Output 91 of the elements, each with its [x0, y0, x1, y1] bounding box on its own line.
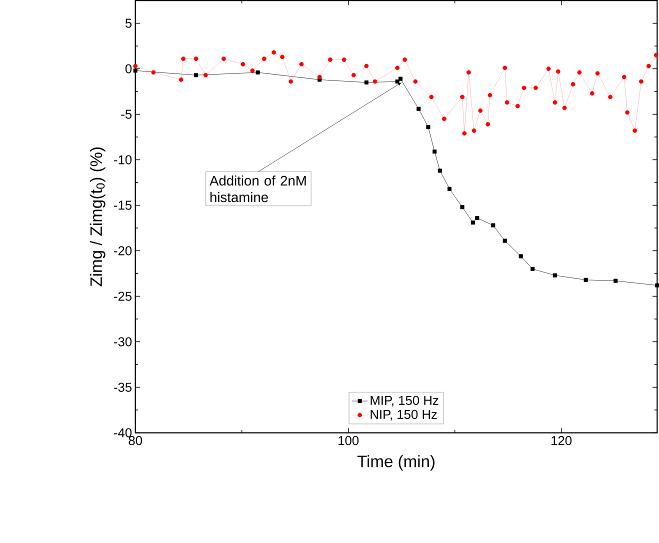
y-tick-label: -15	[114, 200, 132, 210]
point	[342, 58, 346, 62]
point	[595, 71, 600, 76]
point	[491, 223, 496, 228]
point	[429, 94, 434, 100]
point	[178, 78, 184, 82]
point	[546, 66, 551, 72]
point	[240, 62, 246, 66]
x-tick-label: 100	[338, 436, 359, 446]
point	[328, 58, 332, 62]
y-tick-label: -30	[114, 337, 132, 346]
point	[256, 70, 260, 75]
point	[486, 122, 490, 127]
point	[622, 74, 626, 80]
point	[522, 86, 526, 90]
point	[534, 86, 538, 90]
point	[222, 56, 226, 62]
point	[288, 79, 294, 84]
point	[194, 73, 198, 78]
point	[203, 72, 208, 78]
point	[515, 104, 520, 108]
point	[426, 125, 430, 130]
point	[351, 72, 356, 78]
point	[364, 80, 368, 85]
y-tick-label: -10	[114, 155, 132, 164]
point	[181, 56, 186, 62]
y-tick-label: -40	[114, 428, 132, 438]
y-tick-label: -35	[114, 382, 132, 392]
point	[608, 94, 613, 100]
point	[133, 64, 138, 68]
point	[584, 278, 588, 282]
point	[654, 52, 658, 58]
y-tick-label: -20	[114, 246, 132, 256]
point	[447, 186, 452, 191]
point	[570, 82, 576, 87]
y-axis-title: Zimg / Zimg(t$_{0}$) (%)	[90, 148, 106, 286]
point	[250, 68, 255, 73]
point	[432, 150, 437, 154]
point	[625, 110, 630, 115]
point	[262, 56, 266, 62]
legend-label: MIP, 150 Hz	[370, 396, 438, 407]
point	[413, 79, 418, 84]
point	[470, 220, 475, 225]
point	[504, 100, 510, 105]
point	[442, 116, 446, 122]
point	[556, 69, 560, 74]
point	[478, 108, 483, 113]
point	[614, 278, 618, 283]
point	[460, 94, 464, 100]
point	[317, 74, 322, 80]
point	[280, 54, 285, 60]
point	[438, 168, 442, 173]
point	[402, 58, 407, 62]
point	[577, 70, 582, 75]
point	[416, 106, 421, 111]
y-tick-label: 5	[125, 18, 132, 28]
point	[372, 79, 378, 84]
point	[299, 62, 304, 66]
x-tick-label: 80	[128, 436, 142, 446]
point	[151, 70, 156, 75]
point	[472, 128, 476, 133]
point	[398, 76, 403, 81]
point	[466, 70, 471, 75]
point	[502, 238, 507, 243]
point	[552, 273, 557, 278]
point	[562, 106, 567, 110]
point	[502, 66, 508, 70]
y-tick-label: -25	[114, 292, 132, 301]
point	[646, 64, 651, 68]
annotation: Addition of 2nM histamine	[210, 176, 306, 202]
point	[638, 79, 644, 84]
y-tick-label: 0	[125, 64, 132, 74]
point	[364, 64, 369, 68]
point	[590, 91, 594, 96]
point	[272, 50, 276, 55]
point	[194, 56, 198, 62]
point	[475, 216, 480, 220]
x-axis-title: Time (min)	[357, 455, 434, 471]
point	[462, 131, 467, 136]
point	[133, 68, 138, 73]
point	[530, 267, 535, 272]
point	[460, 205, 464, 210]
point	[518, 254, 523, 258]
point	[488, 93, 492, 98]
legend-label: NIP, 150 Hz	[370, 410, 437, 421]
point	[395, 66, 400, 70]
point	[552, 100, 558, 105]
point	[395, 80, 400, 84]
y-tick-label: -5	[121, 110, 132, 119]
point	[632, 128, 638, 133]
x-tick-label: 120	[552, 436, 572, 446]
